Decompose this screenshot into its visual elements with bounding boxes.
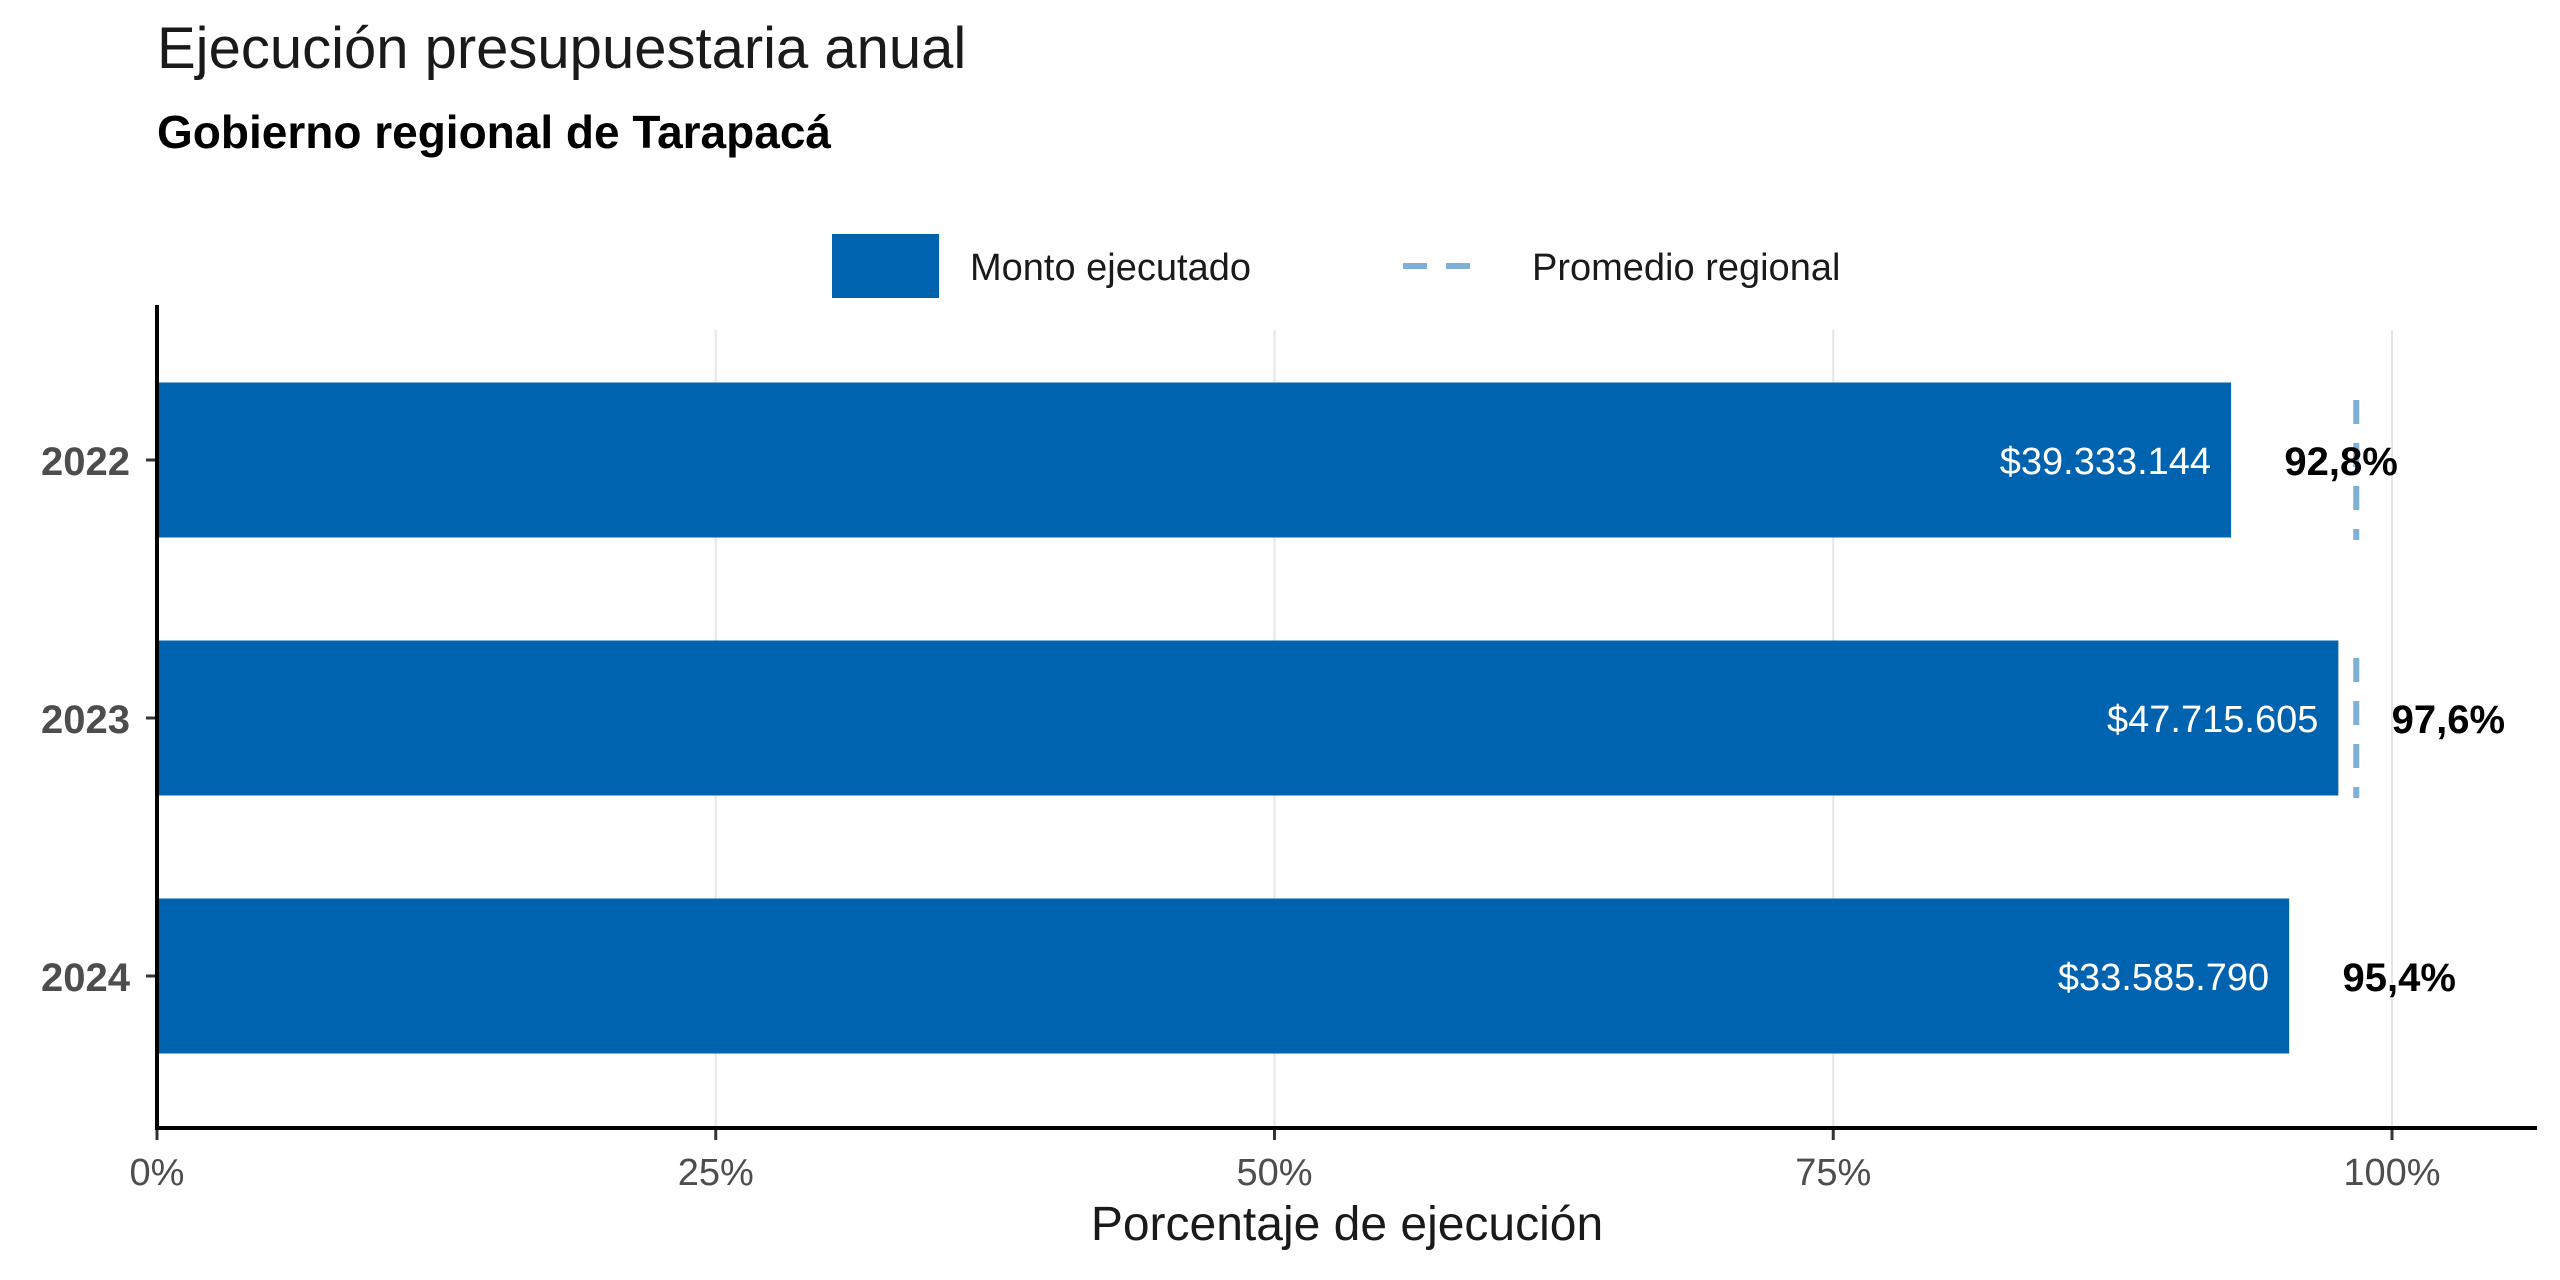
value-label-2024: 95,4% <box>2342 956 2455 1000</box>
amount-label-2023: $47.715.605 <box>2107 699 2318 741</box>
chart-title: Ejecución presupuestaria anual <box>157 16 966 81</box>
legend-label-monto: Monto ejecutado <box>970 247 1251 289</box>
bar-2023 <box>157 640 2339 796</box>
bar-2024 <box>157 898 2290 1054</box>
x-tick-label-1: 25% <box>678 1152 754 1194</box>
value-label-2022: 92,8% <box>2284 440 2397 484</box>
x-tick-label-4: 100% <box>2343 1152 2440 1194</box>
amount-labels: $39.333.144 $47.715.605 $33.585.790 <box>2000 441 2319 999</box>
x-axis-ticks: 0% 25% 50% 75% 100% <box>130 1128 2441 1194</box>
chart-subtitle: Gobierno regional de Tarapacá <box>157 106 831 158</box>
legend-bar-swatch <box>832 234 939 298</box>
y-tick-label-2023: 2023 <box>41 698 130 742</box>
amount-label-2024: $33.585.790 <box>2058 957 2269 999</box>
amount-label-2022: $39.333.144 <box>2000 441 2211 483</box>
legend-label-promedio: Promedio regional <box>1532 247 1840 289</box>
x-tick-label-3: 75% <box>1795 1152 1871 1194</box>
bar-2022 <box>157 382 2232 538</box>
y-tick-label-2024: 2024 <box>41 956 131 1000</box>
x-tick-label-0: 0% <box>130 1152 185 1194</box>
legend: Monto ejecutado Promedio regional <box>832 234 1840 298</box>
value-label-2023: 97,6% <box>2392 698 2505 742</box>
x-axis-label: Porcentaje de ejecución <box>1091 1198 1603 1251</box>
bars <box>157 382 2339 1054</box>
x-tick-label-2: 50% <box>1236 1152 1312 1194</box>
y-tick-label-2022: 2022 <box>41 440 130 484</box>
value-labels: 92,8% 97,6% 95,4% <box>2284 440 2505 1000</box>
y-axis-ticks: 2022 2023 2024 <box>41 440 157 1000</box>
